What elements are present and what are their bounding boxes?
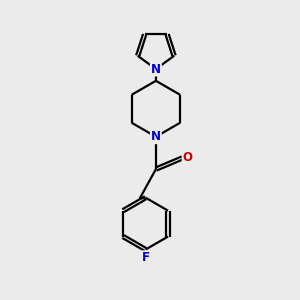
Text: F: F — [142, 251, 150, 264]
Text: O: O — [183, 152, 193, 164]
Text: N: N — [151, 62, 161, 76]
Text: N: N — [151, 130, 161, 143]
